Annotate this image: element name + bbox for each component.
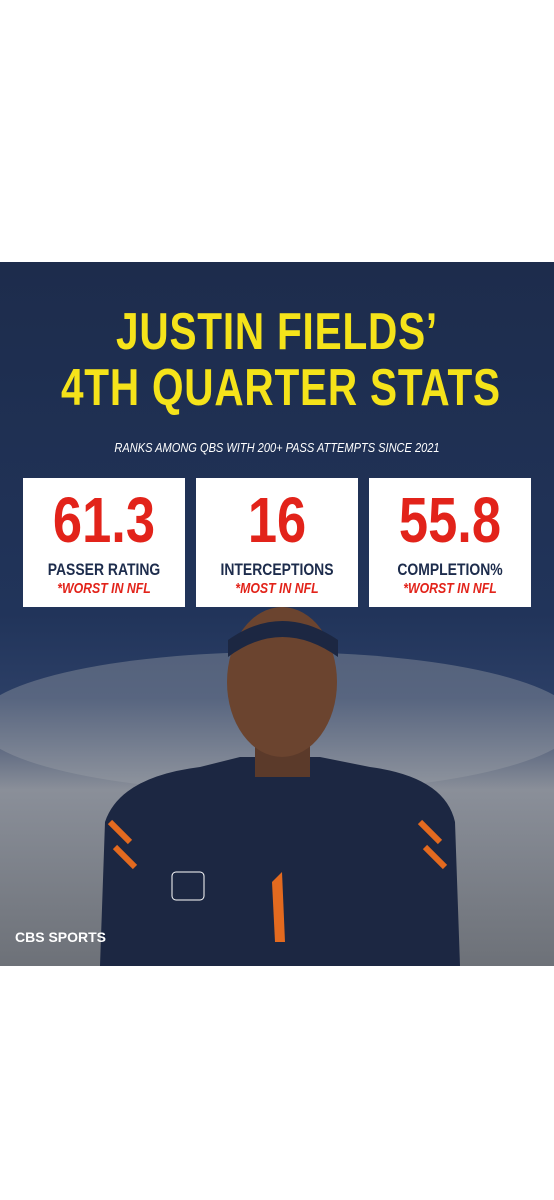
graphic: JUSTIN FIELDS’ 4TH QUARTER STATS RANKS A… (0, 262, 554, 966)
stat-value: 55.8 (398, 484, 502, 556)
title-line: 4TH QUARTER STATS (60, 359, 501, 417)
stat-box: 61.3 PASSER RATING *WORST IN NFL (23, 478, 185, 607)
logo: CBS SPORTS (15, 929, 107, 945)
stat-value: 16 (247, 484, 307, 556)
subtitle: RANKS AMONG QBS WITH 200+ PASS ATTEMPTS … (114, 440, 440, 455)
stat-note: *WORST IN NFL (403, 580, 497, 597)
stat-note: *WORST IN NFL (57, 580, 151, 597)
stat-value: 61.3 (52, 484, 156, 556)
stat-box: 16 INTERCEPTIONS *MOST IN NFL (196, 478, 358, 607)
stat-label: INTERCEPTIONS (220, 560, 334, 579)
stat-label: PASSER RATING (47, 560, 161, 579)
stat-note: *MOST IN NFL (235, 580, 319, 597)
stat-label: COMPLETION% (397, 560, 503, 579)
player-photo (0, 607, 554, 966)
stat-box: 55.8 COMPLETION% *WORST IN NFL (369, 478, 531, 607)
title-line: JUSTIN FIELDS’ (116, 303, 438, 361)
